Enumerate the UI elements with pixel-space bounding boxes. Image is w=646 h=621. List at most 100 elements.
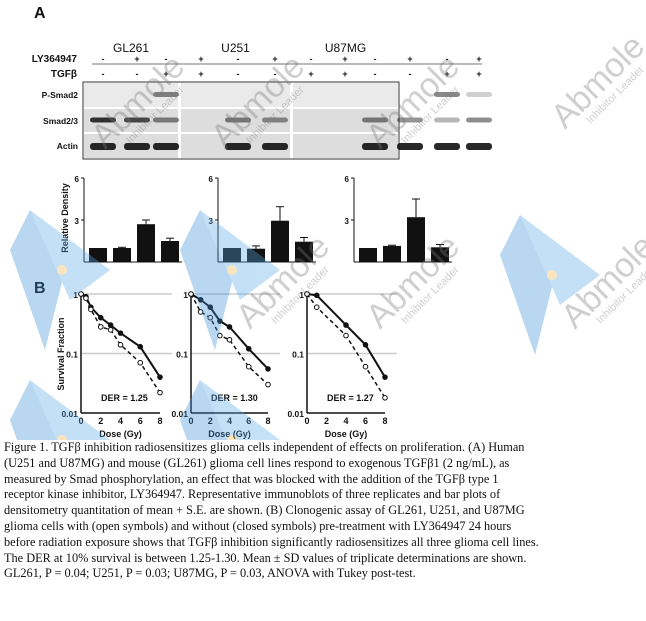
survival-y-tick-label: 0.01 bbox=[61, 409, 78, 419]
data-point-closed bbox=[207, 304, 214, 311]
blot-band bbox=[434, 117, 460, 123]
panel-label-b: B bbox=[34, 280, 46, 297]
blot-band bbox=[90, 117, 116, 123]
data-point-open bbox=[245, 363, 252, 370]
bar bbox=[247, 248, 265, 262]
blot-band bbox=[90, 143, 116, 150]
watermark-triangle-icon bbox=[500, 215, 600, 355]
bar-y-tick-label: 3 bbox=[345, 217, 350, 226]
survival-x-tick-label: 6 bbox=[363, 416, 368, 426]
data-point-open bbox=[117, 342, 124, 348]
bar bbox=[271, 220, 289, 262]
survival-x-tick-label: 2 bbox=[98, 416, 103, 426]
bar bbox=[223, 248, 241, 262]
blot-row-label-actin: Actin bbox=[57, 141, 78, 151]
cell-line-label: U251 bbox=[221, 41, 250, 55]
bar-y-tick-label: 6 bbox=[345, 175, 350, 184]
survival-y-tick-label: 0.01 bbox=[287, 409, 304, 419]
data-point-open bbox=[226, 336, 233, 343]
data-point-open bbox=[197, 309, 204, 315]
blot-band bbox=[153, 143, 179, 150]
watermark-shape bbox=[200, 380, 280, 440]
treatment-label: LY364947 bbox=[32, 54, 78, 65]
watermark-dot bbox=[227, 265, 237, 275]
data-point-closed bbox=[97, 314, 104, 321]
watermark-triangle-icon bbox=[10, 210, 110, 350]
data-point-open bbox=[83, 295, 89, 301]
survival-x-tick-label: 2 bbox=[208, 416, 213, 426]
treatment-sign: - bbox=[446, 54, 449, 64]
data-point-open bbox=[137, 359, 144, 366]
treatment-sign: - bbox=[409, 69, 412, 79]
blot-band bbox=[397, 143, 423, 150]
watermark-dot bbox=[57, 435, 67, 440]
data-point-open bbox=[157, 389, 163, 396]
survival-x-tick-label: 2 bbox=[324, 416, 329, 426]
caption-line: glioma cells with (open symbols) and wit… bbox=[4, 518, 512, 533]
blot-row-label-psmad2: P-Smad2 bbox=[42, 90, 79, 100]
survival-x-tick-label: 0 bbox=[78, 416, 83, 426]
blot-band bbox=[225, 117, 251, 123]
watermark-shape bbox=[10, 380, 70, 440]
watermark-triangle-icon bbox=[180, 380, 280, 440]
treatment-sign: - bbox=[374, 69, 377, 79]
treatment-sign: + bbox=[198, 54, 203, 64]
survival-x-axis-label: Dose (Gy) bbox=[208, 429, 251, 439]
caption-line: (U251 and U87MG) and mouse (GL261) gliom… bbox=[4, 455, 510, 470]
watermark-shape bbox=[180, 380, 240, 440]
der-annotation: DER = 1.30 bbox=[211, 393, 258, 403]
treatment-sign: - bbox=[274, 69, 277, 79]
survival-x-tick-label: 8 bbox=[157, 416, 162, 426]
watermark-shape bbox=[200, 210, 280, 300]
treatment-sign: + bbox=[134, 54, 139, 64]
der-annotation: DER = 1.25 bbox=[101, 393, 148, 403]
survival-y-tick-label: 0.1 bbox=[176, 350, 188, 360]
treatment-sign: - bbox=[165, 54, 168, 64]
watermark-triangle-icon bbox=[10, 380, 110, 440]
blot-band bbox=[466, 143, 492, 150]
treatment-sign: + bbox=[272, 54, 277, 64]
data-point-open bbox=[217, 332, 223, 339]
survival-y-tick-label: 1 bbox=[299, 290, 304, 300]
blot-band bbox=[362, 117, 388, 123]
data-point-closed bbox=[226, 324, 233, 330]
watermark-shape bbox=[30, 380, 110, 440]
survival-y-tick-label: 0.01 bbox=[171, 409, 188, 419]
bar-y-axis-label: Relative Density bbox=[60, 183, 70, 253]
data-point-open bbox=[362, 363, 369, 370]
blot-row-label-smad23: Smad2/3 bbox=[43, 116, 78, 126]
treatment-sign: + bbox=[198, 69, 203, 79]
survival-x-tick-label: 4 bbox=[227, 416, 232, 426]
survival-x-tick-label: 0 bbox=[188, 416, 193, 426]
blot-band bbox=[262, 117, 288, 123]
survival-x-axis-label: Dose (Gy) bbox=[99, 429, 142, 439]
data-point-open bbox=[188, 291, 194, 297]
blot-strip bbox=[181, 83, 290, 107]
data-point-closed bbox=[343, 322, 349, 328]
bar bbox=[161, 241, 179, 262]
data-point-closed bbox=[362, 342, 369, 348]
treatment-sign: - bbox=[237, 69, 240, 79]
watermark-dot bbox=[227, 435, 237, 440]
data-point-closed bbox=[117, 330, 124, 336]
treatment-sign: - bbox=[102, 69, 105, 79]
blot-band bbox=[225, 143, 251, 150]
treatment-sign: + bbox=[342, 69, 347, 79]
data-point-closed bbox=[217, 318, 223, 324]
figure-1: A B GL261 U251 U87MG LY364947 - + - + - + - + - + - + TGFβ… bbox=[10, 5, 646, 440]
treatment-sign: + bbox=[163, 69, 168, 79]
survival-x-tick-label: 6 bbox=[246, 416, 251, 426]
data-point-open bbox=[97, 324, 104, 330]
data-point-open bbox=[343, 332, 349, 339]
treatment-sign: - bbox=[310, 54, 313, 64]
treatment-label: TGFβ bbox=[51, 69, 77, 80]
treatment-sign: + bbox=[444, 69, 449, 79]
blot-band bbox=[434, 143, 460, 150]
data-point-closed bbox=[313, 292, 320, 299]
der-annotation: DER = 1.27 bbox=[327, 393, 374, 403]
bar-y-tick-label: 6 bbox=[75, 175, 80, 184]
survival-y-tick-label: 0.1 bbox=[292, 350, 304, 360]
blot-band bbox=[397, 117, 423, 123]
watermark-dot bbox=[547, 270, 557, 280]
